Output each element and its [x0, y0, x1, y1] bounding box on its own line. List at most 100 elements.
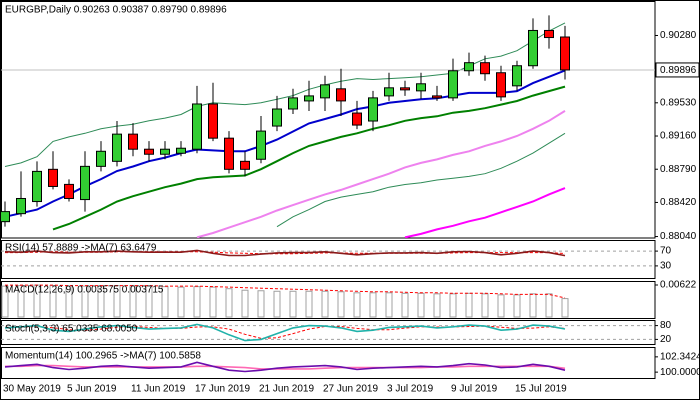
- candle-body: [432, 95, 442, 99]
- x-tick-label: 5 Jun 2019: [67, 384, 117, 395]
- y-tick-label: 0.89160: [660, 131, 697, 142]
- panel-plot: [1, 15, 655, 238]
- candle-body: [384, 87, 394, 97]
- histogram-bar: [417, 292, 425, 318]
- candle-body: [496, 72, 506, 98]
- candle-body: [192, 103, 202, 150]
- candle-body: [224, 137, 234, 170]
- histogram-bar: [545, 293, 553, 318]
- histogram-bar: [481, 293, 489, 318]
- indicator-line: [196, 110, 566, 238]
- candle-body: [144, 148, 154, 155]
- x-tick-label: 9 Jul 2019: [451, 384, 498, 395]
- candle-body: [528, 29, 538, 67]
- x-tick-label: 11 Jun 2019: [131, 384, 186, 395]
- histogram-bar: [273, 290, 281, 318]
- candle-body: [352, 112, 362, 126]
- candle-body: [544, 29, 554, 39]
- candle-body: [176, 147, 186, 154]
- panel-title: EURGBP,Daily 0.90263 0.90387 0.89790 0.8…: [5, 5, 227, 16]
- candle-body: [416, 83, 426, 92]
- histogram-bar: [257, 290, 265, 318]
- indicator-line: [5, 284, 566, 299]
- panel-title: Stoch(5,3,3) 65.0335 68.0050: [5, 324, 138, 335]
- candle-body: [64, 183, 74, 199]
- candle-body: [112, 133, 122, 162]
- histogram-bar: [81, 285, 89, 318]
- panel-plot: [1, 249, 655, 267]
- histogram-bar: [145, 285, 153, 318]
- histogram-bar: [433, 293, 441, 318]
- y-tick-label: 0.89530: [660, 97, 697, 108]
- panel-plot: [1, 284, 569, 318]
- panel-plot: [1, 323, 655, 342]
- histogram-bar: [209, 286, 217, 318]
- indicator-line: [276, 132, 566, 228]
- histogram-bar: [529, 293, 537, 318]
- histogram-bar: [401, 292, 409, 318]
- layers: 0.90280 0.89530 0.89160 0.88790 0.88420 0.880…: [1, 5, 700, 395]
- candle-body: [32, 170, 42, 203]
- x-tick-label: 15 Jul 2019: [515, 384, 567, 395]
- candle-body: [160, 148, 170, 155]
- histogram-bar: [305, 290, 313, 318]
- histogram-bar: [337, 291, 345, 318]
- stoch-panel-frame: [1, 320, 656, 345]
- x-tick-label: 30 May 2019: [3, 384, 61, 395]
- histogram-bar: [17, 285, 25, 318]
- candle-body: [480, 62, 490, 75]
- last-price-label: 0.89896: [660, 65, 697, 76]
- histogram-bar: [193, 286, 201, 318]
- candle-body: [448, 70, 458, 99]
- histogram-bar: [129, 285, 137, 318]
- x-tick-label: 21 Jun 2019: [259, 384, 314, 395]
- candle-body: [272, 108, 282, 127]
- indicator-line: [4, 323, 566, 342]
- histogram-bar: [369, 292, 377, 318]
- last-price-box: [655, 62, 700, 78]
- histogram-bar: [289, 290, 297, 318]
- x-tick-label: 3 Jul 2019: [387, 384, 434, 395]
- y-tick-label: 0.88420: [660, 197, 697, 208]
- y-tick-label: 70: [660, 246, 672, 257]
- y-tick-label: 0.90280: [660, 30, 697, 41]
- candle-body: [560, 36, 570, 71]
- candle-body: [304, 95, 314, 102]
- indicator-line: [52, 85, 566, 231]
- candle-body: [16, 197, 26, 215]
- candle-body: [48, 168, 58, 187]
- candle-body: [288, 97, 298, 110]
- indicator-line: [404, 187, 566, 238]
- candle-body: [240, 160, 250, 170]
- histogram-bar: [241, 289, 249, 318]
- histogram-bar: [385, 292, 393, 318]
- candle-body: [320, 84, 330, 99]
- histogram-bar: [353, 292, 361, 318]
- candle-body: [464, 62, 474, 72]
- candle-body: [368, 97, 378, 122]
- candle-body: [512, 65, 522, 87]
- candle-body: [128, 133, 138, 150]
- y-tick-label: 0.88040: [660, 231, 697, 242]
- panel-title: RSI(14) 57.8889 ->MA(7) 63.6479: [5, 243, 157, 254]
- candle-body: [400, 87, 410, 91]
- y-tick-label: 20: [660, 334, 672, 345]
- histogram-bar: [225, 288, 233, 318]
- panel-title: Momentum(14) 100.2965 ->MA(7) 100.5858: [5, 351, 201, 362]
- y-tick-label: 30: [660, 261, 672, 272]
- histogram-bar: [49, 285, 57, 318]
- histogram-bar: [97, 285, 105, 318]
- candle-body: [80, 165, 90, 201]
- histogram-bar: [497, 294, 505, 318]
- momentum-panel-frame: [1, 347, 656, 379]
- indicator-line: [4, 325, 566, 339]
- histogram-bar: [321, 290, 329, 318]
- panel-plot: [4, 361, 566, 373]
- y-tick-label: 0.88790: [660, 164, 697, 175]
- candle-body: [96, 150, 106, 167]
- y-tick-label: 100.0000: [660, 367, 700, 378]
- histogram-bar: [177, 286, 185, 318]
